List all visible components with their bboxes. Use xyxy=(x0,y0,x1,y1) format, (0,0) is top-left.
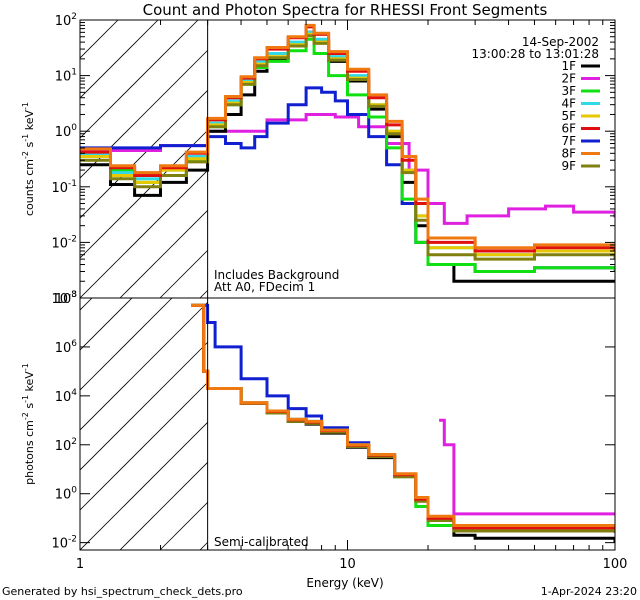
hatch-line xyxy=(0,20,78,298)
x-axis-label: Energy (keV) xyxy=(306,576,383,590)
bottom-ytick-label: 106 xyxy=(55,339,78,356)
bottom-ytick-label: 108 xyxy=(55,290,78,307)
top-annotation-line2: Att A0, FDecim 1 xyxy=(214,280,315,294)
legend-label-2F: 2F xyxy=(561,72,576,86)
top-ytick-label: 10-1 xyxy=(51,179,77,196)
footer-generated: Generated by hsi_spectrum_check_dets.pro xyxy=(2,585,243,598)
photon-series-2F xyxy=(439,418,615,516)
bottom-ytick-label: 10-2 xyxy=(51,535,77,552)
bottom-y-tick-labels: 10-2 100 102 104 106 108 xyxy=(51,290,77,552)
photon-series-group xyxy=(191,303,615,543)
legend-label-1F: 1F xyxy=(561,59,576,73)
legend-label-7F: 7F xyxy=(561,134,576,148)
top-ytick-label: 101 xyxy=(55,68,77,85)
bottom-y-axis-label: photons cm-2 s-1 keV-1 xyxy=(21,363,36,485)
footer-timestamp: 1-Apr-2024 23:20 xyxy=(541,585,637,598)
chart-title: Count and Photon Spectra for RHESSI Fron… xyxy=(143,1,548,19)
axis-ticks xyxy=(79,19,616,550)
xtick-label: 10 xyxy=(339,557,356,572)
counts-series-8F xyxy=(80,23,615,250)
top-ytick-label: 10-2 xyxy=(51,234,77,251)
hatch-line xyxy=(80,20,199,139)
top-ytick-label: 100 xyxy=(55,123,78,140)
top-y-axis-label: counts cm-2 s-1 keV-1 xyxy=(21,102,36,216)
legend-label-9F: 9F xyxy=(561,159,576,173)
photon-series-8F xyxy=(191,303,615,527)
bottom-ytick-label: 100 xyxy=(55,486,78,503)
bottom-annotation: Semi-calibrated xyxy=(214,535,309,549)
counts-series-group xyxy=(80,23,615,283)
hatch-bottom xyxy=(0,298,615,550)
legend-label-3F: 3F xyxy=(561,84,576,98)
top-annotation-line1: Includes Background xyxy=(214,268,339,282)
hatch-line xyxy=(80,298,213,431)
xtick-label: 100 xyxy=(603,557,628,572)
hatch-mask xyxy=(207,298,615,550)
hatch-line xyxy=(0,298,12,550)
time-range-label: 13:00:28 to 13:01:28 xyxy=(472,47,599,61)
top-ytick-label: 102 xyxy=(55,12,77,29)
legend-label-8F: 8F xyxy=(561,147,576,161)
legend-label-5F: 5F xyxy=(561,109,576,123)
hatch-line xyxy=(80,298,173,391)
legend-label-4F: 4F xyxy=(561,97,576,111)
legend-label-6F: 6F xyxy=(561,122,576,136)
hatch-line xyxy=(80,298,93,311)
top-y-tick-labels: 10-3 10-2 10-1 100 101 102 xyxy=(51,12,77,307)
x-tick-labels: 1 10 100 xyxy=(76,557,628,572)
top-ytick-label: 10-3 xyxy=(51,290,77,307)
bottom-ytick-label: 102 xyxy=(55,437,77,454)
hatch-line xyxy=(80,20,159,99)
xtick-label: 1 xyxy=(76,557,84,572)
bottom-ytick-label: 104 xyxy=(55,388,78,405)
date-label: 14-Sep-2002 xyxy=(522,35,599,49)
hatch-line xyxy=(80,298,133,351)
